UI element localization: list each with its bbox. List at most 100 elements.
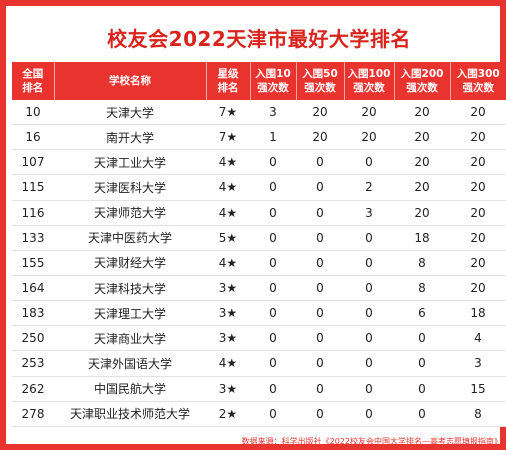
cell-rank: 115 <box>12 174 54 201</box>
cell-top50: 20 <box>296 124 344 151</box>
cell-top300: 20 <box>450 200 506 226</box>
cell-top300: 18 <box>450 300 506 327</box>
cell-rank: 133 <box>12 225 54 251</box>
cell-rank: 250 <box>12 325 54 352</box>
cell-top50: 20 <box>296 100 344 126</box>
table-row: 133 天津中医药大学 5★ 0 0 0 18 20 <box>12 225 506 251</box>
cell-top10: 1 <box>250 124 296 151</box>
cell-stars: 4★ <box>206 149 250 176</box>
cell-top50: 0 <box>296 275 344 302</box>
ranking-table: 全国 排名 学校名称 星级 排名 入围10 强次数 入围50 强次数 入围100 强次数 … <box>12 62 506 427</box>
cell-stars: 3★ <box>206 275 250 302</box>
cell-top300: 4 <box>450 325 506 352</box>
table-row: 107 天津工业大学 4★ 0 0 0 20 20 <box>12 149 506 176</box>
cell-rank: 164 <box>12 275 54 302</box>
cell-top300: 15 <box>450 376 506 402</box>
cell-top300: 20 <box>450 124 506 151</box>
cell-stars: 4★ <box>206 250 250 276</box>
cell-school-name: 天津中医药大学 <box>54 225 206 251</box>
cell-school-name: 天津财经大学 <box>54 250 206 276</box>
header-top300[interactable]: 入围300 强次数 <box>450 62 506 100</box>
cell-top200: 0 <box>394 350 450 377</box>
cell-top10: 0 <box>250 200 296 226</box>
cell-top300: 20 <box>450 225 506 251</box>
table-row: 253 天津外国语大学 4★ 0 0 0 0 3 <box>12 350 506 377</box>
cell-top300: 20 <box>450 250 506 276</box>
cell-top100: 0 <box>344 401 394 427</box>
table-row: 155 天津财经大学 4★ 0 0 0 8 20 <box>12 250 506 276</box>
cell-rank: 278 <box>12 401 54 427</box>
cell-top50: 0 <box>296 325 344 352</box>
cell-top50: 0 <box>296 225 344 251</box>
cell-top50: 0 <box>296 300 344 327</box>
cell-top10: 0 <box>250 275 296 302</box>
cell-top50: 0 <box>296 200 344 226</box>
header-name[interactable]: 学校名称 <box>54 62 207 100</box>
cell-top300: 20 <box>450 100 506 126</box>
cell-school-name: 天津工业大学 <box>54 149 206 176</box>
cell-stars: 2★ <box>206 401 250 427</box>
cell-top200: 0 <box>394 325 450 352</box>
header-top200[interactable]: 入围200 强次数 <box>394 62 451 100</box>
cell-top200: 20 <box>394 124 450 151</box>
cell-top10: 0 <box>250 174 296 201</box>
cell-top100: 0 <box>344 250 394 276</box>
cell-top50: 0 <box>296 376 344 402</box>
cell-top200: 20 <box>394 174 450 201</box>
cell-top10: 0 <box>250 350 296 377</box>
cell-top10: 0 <box>250 325 296 352</box>
cell-rank: 262 <box>12 376 54 402</box>
header-top100[interactable]: 入围100 强次数 <box>344 62 395 100</box>
header-stars[interactable]: 星级 排名 <box>206 62 251 100</box>
cell-rank: 116 <box>12 200 54 226</box>
cell-top10: 0 <box>250 225 296 251</box>
cell-top10: 0 <box>250 250 296 276</box>
cell-stars: 4★ <box>206 174 250 201</box>
header-top10[interactable]: 入围10 强次数 <box>250 62 297 100</box>
cell-rank: 183 <box>12 300 54 327</box>
cell-top10: 0 <box>250 300 296 327</box>
cell-stars: 7★ <box>206 124 250 151</box>
cell-top100: 2 <box>344 174 394 201</box>
cell-top100: 20 <box>344 100 394 126</box>
cell-rank: 10 <box>12 100 54 126</box>
cell-top50: 0 <box>296 149 344 176</box>
cell-rank: 155 <box>12 250 54 276</box>
cell-stars: 4★ <box>206 200 250 226</box>
cell-top10: 3 <box>250 100 296 126</box>
cell-school-name: 中国民航大学 <box>54 376 206 402</box>
cell-top300: 20 <box>450 275 506 302</box>
header-rank[interactable]: 全国 排名 <box>12 62 55 100</box>
header-top50[interactable]: 入围50 强次数 <box>296 62 345 100</box>
cell-rank: 253 <box>12 350 54 377</box>
cell-top300: 20 <box>450 149 506 176</box>
cell-school-name: 天津科技大学 <box>54 275 206 302</box>
cell-top50: 0 <box>296 350 344 377</box>
table-row: 278 天津职业技术师范大学 2★ 0 0 0 0 8 <box>12 401 506 427</box>
cell-top100: 3 <box>344 200 394 226</box>
header-row: 全国 排名 学校名称 星级 排名 入围10 强次数 入围50 强次数 入围100 强次数 … <box>12 62 506 100</box>
cell-top300: 20 <box>450 174 506 201</box>
cell-top100: 0 <box>344 300 394 327</box>
cell-top300: 3 <box>450 350 506 377</box>
cell-stars: 3★ <box>206 325 250 352</box>
cell-top200: 20 <box>394 100 450 126</box>
cell-top200: 20 <box>394 149 450 176</box>
cell-top100: 0 <box>344 275 394 302</box>
cell-top200: 20 <box>394 200 450 226</box>
cell-top200: 8 <box>394 275 450 302</box>
table-row: 183 天津理工大学 3★ 0 0 0 6 18 <box>12 300 506 327</box>
cell-school-name: 天津商业大学 <box>54 325 206 352</box>
table-row: 250 天津商业大学 3★ 0 0 0 0 4 <box>12 325 506 352</box>
cell-top10: 0 <box>250 401 296 427</box>
cell-stars: 3★ <box>206 300 250 327</box>
table-row: 262 中国民航大学 3★ 0 0 0 0 15 <box>12 376 506 402</box>
cell-school-name: 天津理工大学 <box>54 300 206 327</box>
table-row: 16 南开大学 7★ 1 20 20 20 20 <box>12 124 506 151</box>
cell-school-name: 天津师范大学 <box>54 200 206 226</box>
cell-top50: 0 <box>296 401 344 427</box>
cell-school-name: 天津外国语大学 <box>54 350 206 377</box>
table-row: 10 天津大学 7★ 3 20 20 20 20 <box>12 100 506 126</box>
cell-stars: 7★ <box>206 100 250 126</box>
